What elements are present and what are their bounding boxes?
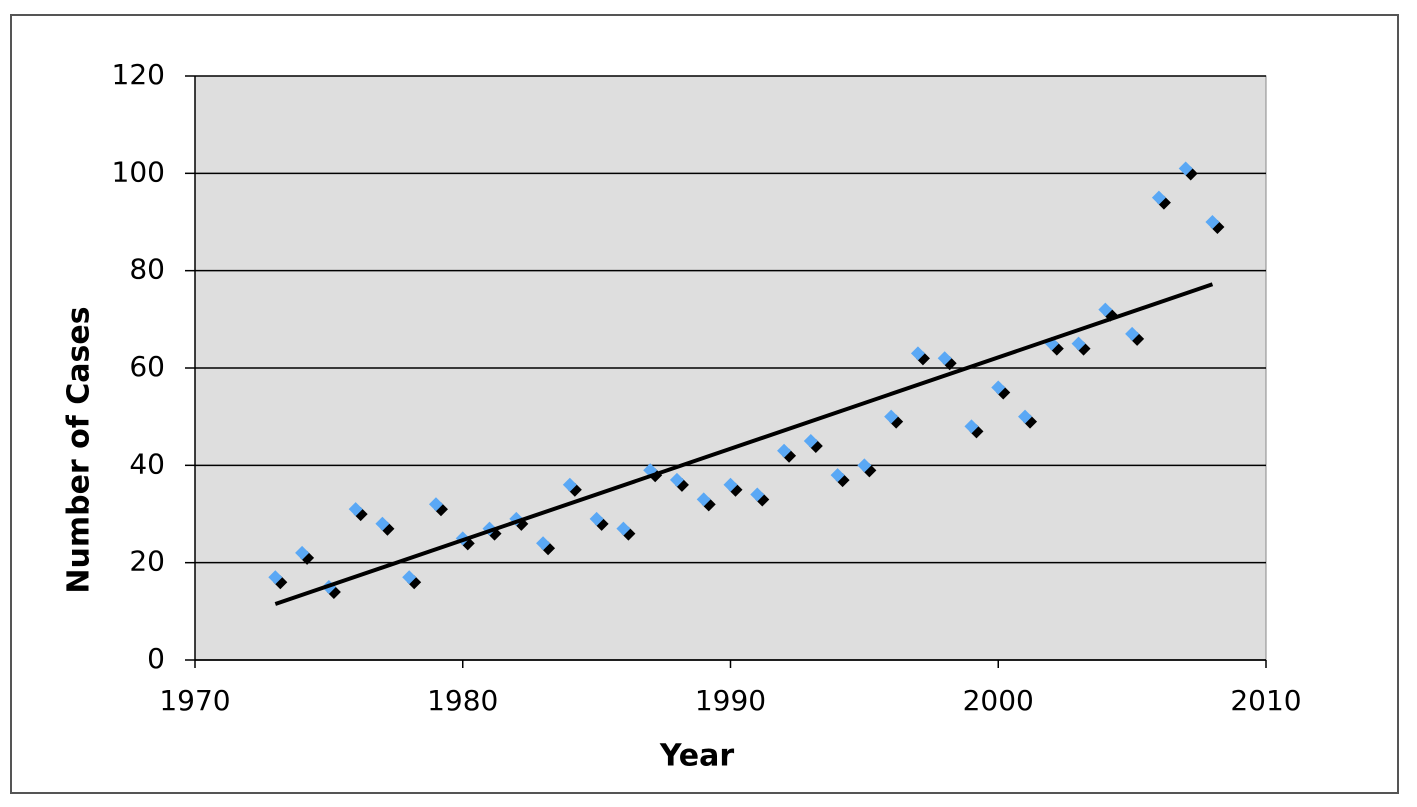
point (616, 521, 631, 536)
point (536, 536, 551, 551)
point (1071, 336, 1086, 351)
point (696, 492, 711, 507)
y-tick-label: 60 (129, 350, 165, 383)
y-axis-title: Number of Cases (62, 306, 97, 593)
point (589, 511, 604, 526)
point (991, 380, 1006, 395)
y-tick-label: 40 (129, 447, 165, 480)
point (750, 487, 765, 502)
point (910, 346, 925, 361)
point (937, 351, 952, 366)
point (803, 434, 818, 448)
point (1125, 326, 1140, 341)
y-tick-label: 120 (112, 58, 165, 91)
point (428, 497, 443, 512)
x-axis-title: Year (659, 739, 735, 774)
point (268, 570, 283, 585)
point (777, 443, 792, 458)
point (402, 570, 417, 585)
point (375, 516, 390, 531)
point (562, 477, 577, 492)
y-tick-label: 80 (129, 253, 165, 286)
point (1018, 409, 1033, 424)
point (1098, 302, 1113, 317)
x-tick-label: 1990 (695, 684, 766, 717)
x-tick-label: 1970 (159, 684, 230, 717)
point (830, 468, 845, 483)
point (884, 409, 899, 424)
x-tick-label: 2000 (963, 684, 1034, 717)
y-tick-label: 20 (129, 545, 165, 578)
point (1178, 161, 1193, 176)
point (669, 472, 684, 487)
trendline (274, 282, 1214, 606)
y-tick-label: 0 (147, 642, 165, 675)
point-shadow (353, 507, 368, 522)
point (295, 545, 310, 560)
y-tick-label: 100 (112, 155, 165, 188)
point (1151, 190, 1166, 205)
point (857, 458, 872, 473)
x-tick-label: 2010 (1230, 684, 1301, 717)
point (1205, 215, 1220, 229)
point (348, 502, 363, 517)
point (723, 477, 738, 492)
point (964, 419, 979, 434)
x-tick-label: 1980 (427, 684, 498, 717)
